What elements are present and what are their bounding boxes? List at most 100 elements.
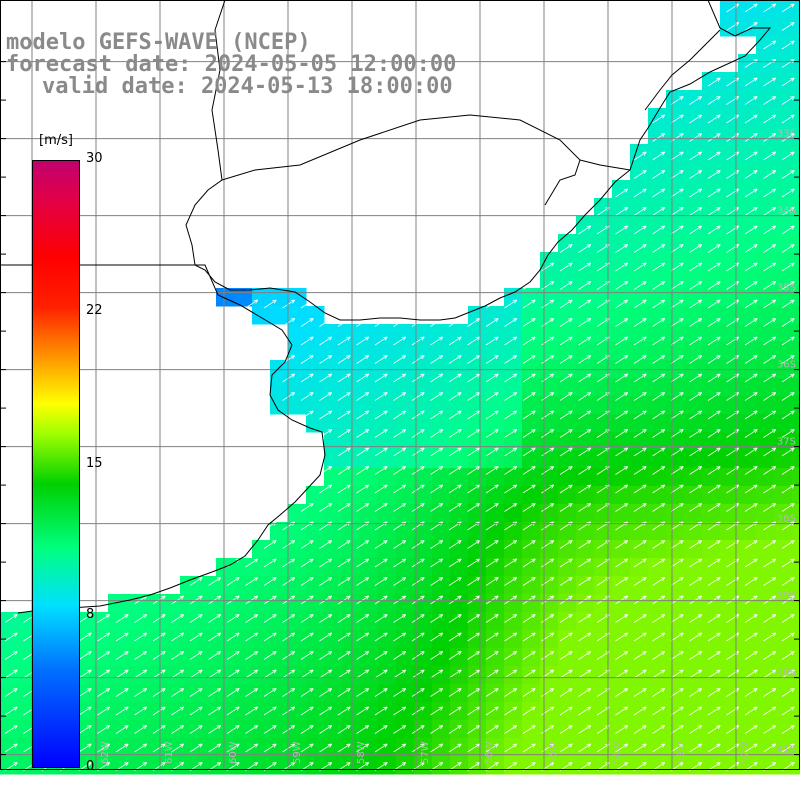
wind-arrow xyxy=(652,725,666,734)
wind-arrow xyxy=(282,632,296,642)
wind-arrow xyxy=(763,484,777,494)
wind-speed-cell xyxy=(792,0,800,19)
wind-arrow xyxy=(337,540,351,549)
wind-speed-cell xyxy=(504,414,523,433)
wind-speed-cell xyxy=(756,234,775,253)
wind-speed-cell xyxy=(720,504,739,523)
wind-arrow xyxy=(356,595,370,605)
wind-speed-cell xyxy=(792,738,800,757)
wind-arrow xyxy=(504,706,518,716)
wind-arrow xyxy=(171,651,185,660)
wind-arrow xyxy=(4,632,18,642)
wind-speed-cell xyxy=(792,216,800,235)
wind-arrow xyxy=(411,484,425,494)
wind-speed-cell xyxy=(378,504,397,523)
wind-speed-cell xyxy=(360,342,379,361)
wind-speed-cell xyxy=(504,468,523,487)
wind-arrow xyxy=(559,299,573,309)
wind-arrow xyxy=(282,614,296,623)
wind-speed-cell xyxy=(576,504,595,523)
border-line xyxy=(221,114,581,206)
wind-arrow xyxy=(337,688,351,697)
wind-speed-cell xyxy=(702,198,721,217)
wind-speed-cell xyxy=(396,684,415,703)
wind-speed-cell xyxy=(486,630,505,649)
wind-arrow xyxy=(781,669,795,679)
wind-speed-cell xyxy=(324,396,343,415)
wind-arrow xyxy=(652,614,666,623)
wind-arrow xyxy=(263,688,277,697)
wind-arrow xyxy=(744,484,758,494)
wind-speed-cell xyxy=(612,666,631,685)
wind-arrow xyxy=(781,244,795,253)
wind-arrow xyxy=(504,410,518,420)
wind-arrow xyxy=(744,225,758,235)
wind-speed-cell xyxy=(432,522,451,541)
wind-speed-cell xyxy=(666,162,685,181)
wind-arrow xyxy=(319,410,333,420)
wind-speed-cell xyxy=(252,684,271,703)
wind-speed-cell xyxy=(774,324,793,343)
wind-speed-cell xyxy=(396,630,415,649)
wind-arrow xyxy=(763,96,777,105)
wind-speed-cell xyxy=(756,684,775,703)
wind-speed-cell xyxy=(666,504,685,523)
wind-speed-cell xyxy=(774,558,793,577)
wind-arrow xyxy=(689,281,703,290)
wind-speed-cell xyxy=(702,144,721,163)
wind-speed-cell xyxy=(666,720,685,739)
wind-arrow xyxy=(726,595,740,605)
wind-speed-cell xyxy=(306,342,325,361)
wind-speed-cell xyxy=(702,108,721,127)
wind-speed-cell xyxy=(324,414,343,433)
wind-speed-cell xyxy=(342,576,361,595)
wind-speed-cell xyxy=(720,612,739,631)
wind-speed-cell xyxy=(702,306,721,325)
wind-arrow xyxy=(726,336,740,346)
wind-speed-cell xyxy=(666,216,685,235)
wind-speed-cell xyxy=(360,396,379,415)
wind-arrow xyxy=(171,614,185,623)
wind-speed-cell xyxy=(558,396,577,415)
wind-speed-cell xyxy=(504,450,523,469)
wind-speed-cell xyxy=(648,126,667,145)
wind-arrow xyxy=(504,577,518,586)
wind-speed-cell xyxy=(684,576,703,595)
wind-speed-cell xyxy=(486,396,505,415)
wind-speed-cell xyxy=(522,612,541,631)
wind-speed-cell xyxy=(360,486,379,505)
wind-speed-cell xyxy=(306,702,325,721)
wind-arrow xyxy=(97,743,111,753)
wind-arrow xyxy=(522,281,536,290)
wind-speed-cell xyxy=(432,450,451,469)
wind-speed-cell xyxy=(792,378,800,397)
wind-arrow xyxy=(559,484,573,494)
wind-speed-cell xyxy=(396,378,415,397)
wind-speed-cell xyxy=(720,468,739,487)
wind-speed-cell xyxy=(720,414,739,433)
wind-speed-cell xyxy=(198,612,217,631)
wind-speed-cell xyxy=(432,504,451,523)
wind-arrow xyxy=(189,595,203,605)
wind-arrow xyxy=(781,614,795,623)
wind-speed-cell xyxy=(396,504,415,523)
wind-speed-cell xyxy=(792,522,800,541)
wind-arrow xyxy=(763,651,777,660)
wind-arrow xyxy=(633,484,647,494)
wind-arrow xyxy=(411,503,425,512)
wind-arrow xyxy=(726,207,740,216)
wind-speed-cell xyxy=(666,738,685,757)
wind-arrow xyxy=(522,743,536,753)
wind-arrow xyxy=(522,410,536,420)
wind-speed-cell xyxy=(468,630,487,649)
wind-speed-cell xyxy=(792,342,800,361)
wind-arrow xyxy=(670,244,684,253)
wind-speed-cell xyxy=(594,432,613,451)
wind-arrow xyxy=(467,706,481,716)
wind-arrow xyxy=(467,484,481,494)
wind-arrow xyxy=(763,669,777,679)
wind-speed-cell xyxy=(180,738,199,757)
wind-speed-cell xyxy=(594,558,613,577)
wind-arrow xyxy=(393,466,407,475)
wind-speed-cell xyxy=(594,612,613,631)
